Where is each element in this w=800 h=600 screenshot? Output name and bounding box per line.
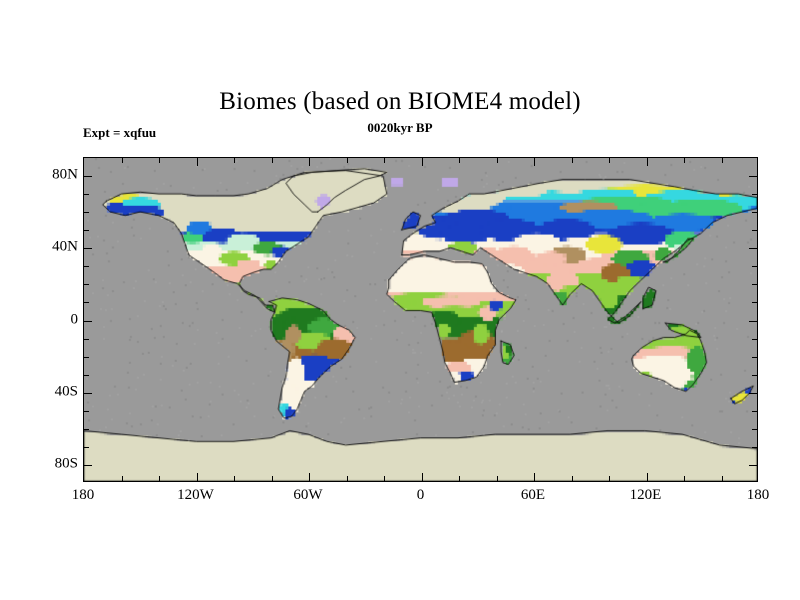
axis-tick-bottom: [647, 473, 648, 481]
axis-tick-top: [497, 158, 498, 163]
axis-tick-bottom: [459, 476, 460, 481]
axis-tick-top: [272, 158, 273, 163]
axis-tick-left: [84, 212, 89, 213]
axis-tick-top: [384, 158, 385, 163]
axis-tick-bottom: [159, 476, 160, 481]
axis-tick-bottom: [572, 476, 573, 481]
y-axis-label-0: 80N: [52, 167, 78, 184]
axis-tick-left: [84, 339, 89, 340]
axis-tick-top: [647, 158, 648, 166]
axis-tick-top: [422, 158, 423, 166]
axis-tick-right: [752, 284, 757, 285]
y-axis-label-1: 40N: [52, 239, 78, 256]
axis-tick-left: [84, 302, 89, 303]
y-axis-label-3: 40S: [55, 383, 78, 400]
axis-tick-left: [84, 357, 89, 358]
map-plot-area: [83, 157, 758, 482]
x-axis-label-1: 120W: [177, 487, 214, 504]
axis-tick-top: [347, 158, 348, 163]
axis-tick-top: [309, 158, 310, 166]
axis-tick-top: [159, 158, 160, 163]
axis-tick-bottom: [347, 476, 348, 481]
axis-tick-bottom: [272, 476, 273, 481]
axis-tick-top: [609, 158, 610, 163]
axis-tick-top: [122, 158, 123, 163]
x-axis-label-3: 0: [417, 487, 425, 504]
biome-raster: [84, 158, 757, 481]
axis-tick-left: [84, 230, 89, 231]
axis-tick-bottom: [722, 476, 723, 481]
axis-tick-bottom: [234, 476, 235, 481]
x-axis-label-5: 120E: [630, 487, 662, 504]
axis-tick-left: [84, 429, 89, 430]
axis-tick-left: [84, 447, 89, 448]
axis-tick-top: [684, 158, 685, 163]
axis-tick-bottom: [122, 476, 123, 481]
axis-tick-right: [752, 429, 757, 430]
axis-tick-left: [84, 194, 89, 195]
axis-tick-bottom: [684, 476, 685, 481]
axis-tick-top: [722, 158, 723, 163]
axis-tick-top: [572, 158, 573, 163]
axis-tick-right: [752, 302, 757, 303]
axis-tick-left: [84, 375, 89, 376]
axis-tick-bottom: [534, 473, 535, 481]
axis-tick-right: [752, 266, 757, 267]
axis-tick-left: [84, 176, 92, 177]
axis-tick-right: [749, 176, 757, 177]
axis-tick-right: [752, 212, 757, 213]
axis-tick-right: [752, 375, 757, 376]
axis-tick-left: [84, 411, 89, 412]
x-axis-label-0: 180: [72, 487, 95, 504]
axis-tick-right: [749, 248, 757, 249]
axis-tick-left: [84, 465, 92, 466]
axis-tick-top: [197, 158, 198, 166]
axis-tick-top: [459, 158, 460, 163]
axis-tick-left: [84, 321, 92, 322]
axis-tick-bottom: [197, 473, 198, 481]
axis-tick-bottom: [384, 476, 385, 481]
axis-tick-left: [84, 393, 92, 394]
axis-tick-right: [749, 393, 757, 394]
axis-tick-right: [749, 321, 757, 322]
x-axis-label-6: 180: [747, 487, 770, 504]
axis-tick-bottom: [497, 476, 498, 481]
x-axis-label-2: 60W: [293, 487, 322, 504]
axis-tick-right: [752, 447, 757, 448]
axis-tick-right: [752, 357, 757, 358]
axis-tick-left: [84, 248, 92, 249]
biome-map-figure: Biomes (based on BIOME4 model) 0020kyr B…: [0, 0, 800, 600]
axis-tick-left: [84, 266, 89, 267]
axis-tick-bottom: [422, 473, 423, 481]
experiment-label: Expt = xqfuu: [83, 125, 156, 141]
axis-tick-top: [234, 158, 235, 163]
axis-tick-left: [84, 284, 89, 285]
axis-tick-right: [752, 194, 757, 195]
axis-tick-right: [752, 411, 757, 412]
axis-tick-top: [534, 158, 535, 166]
axis-tick-bottom: [309, 473, 310, 481]
page-title: Biomes (based on BIOME4 model): [0, 88, 800, 116]
y-axis-label-4: 80S: [55, 455, 78, 472]
axis-tick-right: [752, 339, 757, 340]
y-axis-label-2: 0: [71, 311, 79, 328]
axis-tick-right: [749, 465, 757, 466]
x-axis-label-4: 60E: [521, 487, 545, 504]
axis-tick-right: [752, 230, 757, 231]
axis-tick-bottom: [609, 476, 610, 481]
